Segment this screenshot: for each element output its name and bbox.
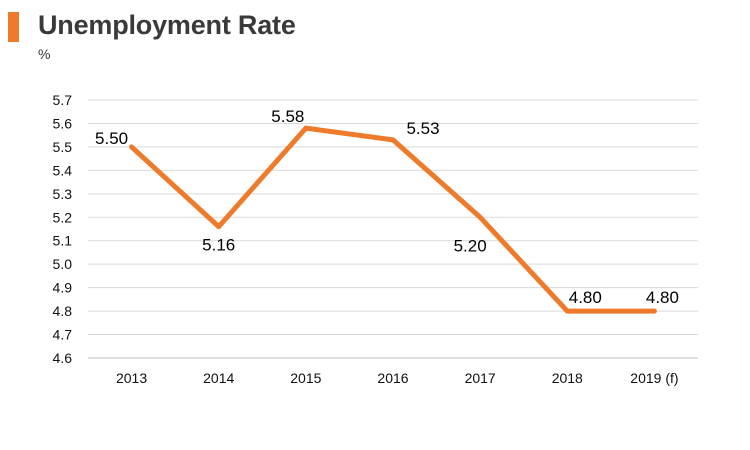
unit-label: % (38, 46, 51, 62)
y-tick-label: 5.4 (53, 162, 73, 178)
y-tick-label: 5.3 (53, 186, 73, 202)
y-tick-label: 4.8 (53, 303, 73, 319)
data-label: 5.58 (271, 107, 304, 126)
data-label: 4.80 (569, 288, 602, 307)
x-tick-label: 2018 (552, 370, 583, 386)
data-point (303, 125, 309, 131)
y-tick-label: 4.9 (53, 280, 73, 296)
y-tick-label: 5.5 (53, 139, 73, 155)
y-tick-label: 5.6 (53, 115, 73, 131)
data-point (216, 224, 222, 230)
y-tick-label: 4.7 (53, 327, 73, 343)
y-tick-label: 5.2 (53, 209, 73, 225)
x-tick-label: 2016 (377, 370, 408, 386)
y-tick-label: 4.6 (53, 350, 73, 366)
data-label: 5.53 (406, 119, 439, 138)
x-axis-ticks: 2013 2014 2015 2016 2017 2018 2019 (f) (116, 370, 679, 386)
data-point (390, 137, 396, 143)
data-point (129, 144, 135, 150)
data-label: 5.16 (202, 236, 235, 255)
data-labels: 5.50 5.16 5.58 5.53 5.20 4.80 4.80 (95, 107, 679, 307)
data-point (564, 308, 570, 314)
y-tick-label: 5.1 (53, 233, 73, 249)
y-tick-label: 5.7 (53, 92, 73, 108)
y-tick-label: 5.0 (53, 256, 73, 272)
data-label: 4.80 (646, 288, 679, 307)
x-tick-label: 2015 (290, 370, 321, 386)
data-label: 5.50 (95, 129, 128, 148)
x-tick-label: 2019 (f) (630, 370, 678, 386)
gridlines (88, 99, 698, 336)
title-accent-bar (8, 12, 19, 42)
x-tick-label: 2017 (465, 370, 496, 386)
data-point (477, 214, 483, 220)
data-point (651, 308, 657, 314)
x-tick-label: 2014 (203, 370, 234, 386)
series-line (129, 125, 655, 314)
data-points (129, 125, 657, 314)
y-axis-ticks: 4.6 4.7 4.8 4.9 5.0 5.1 5.2 5.3 5.4 5.5 5.6 5.7 (53, 92, 73, 366)
data-label: 5.20 (454, 236, 487, 255)
x-tick-label: 2013 (116, 370, 147, 386)
chart-title: Unemployment Rate (38, 10, 296, 40)
